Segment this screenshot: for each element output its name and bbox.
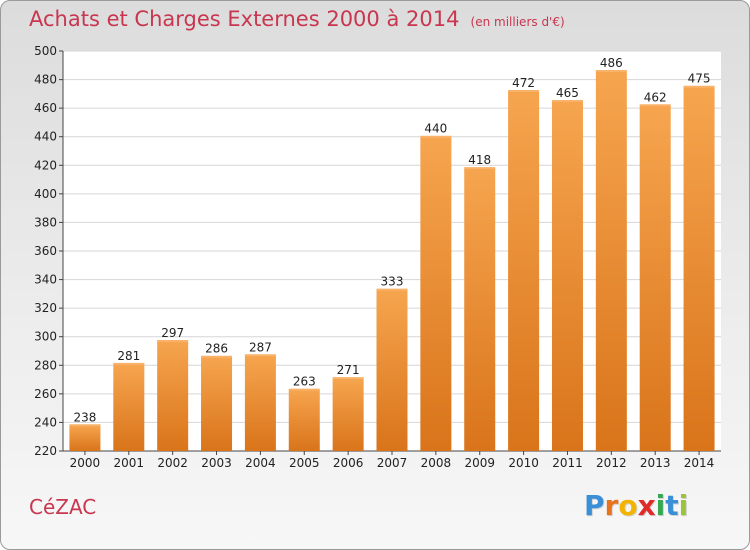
data-label: 465 [556, 86, 579, 100]
bar [376, 289, 408, 451]
y-tick-label: 420 [34, 158, 57, 172]
x-tick-label: 2001 [114, 456, 145, 470]
bar [288, 389, 320, 451]
x-tick-label: 2007 [377, 456, 408, 470]
data-label: 333 [381, 275, 404, 289]
y-tick-label: 280 [34, 358, 57, 372]
logo-letter: t [665, 489, 679, 522]
x-tick-label: 2011 [552, 456, 583, 470]
y-tick-label: 440 [34, 130, 57, 144]
bar [157, 341, 189, 451]
data-label: 287 [249, 340, 272, 354]
unit-text: (en milliers d'€) [470, 15, 565, 29]
logo-letter: P [584, 489, 605, 522]
y-tick-label: 260 [34, 387, 57, 401]
proxiti-logo: Proxiti [584, 489, 688, 522]
x-tick-label: 2003 [201, 456, 232, 470]
x-tick-label: 2004 [245, 456, 276, 470]
x-tick-label: 2012 [596, 456, 627, 470]
data-label: 271 [337, 363, 360, 377]
data-label: 475 [688, 72, 711, 86]
title-text: Achats et Charges Externes 2000 à 2014 [29, 7, 460, 31]
x-tick-label: 2014 [684, 456, 715, 470]
logo-letter: r [604, 489, 619, 522]
location-label: CéZAC [29, 495, 97, 519]
bar [683, 86, 715, 451]
y-tick-label: 240 [34, 415, 57, 429]
logo-letter: i [678, 489, 689, 522]
logo-letter: i [655, 489, 666, 522]
logo-letter: x [637, 489, 656, 522]
bar [420, 136, 452, 451]
bar [464, 168, 496, 451]
y-tick-label: 380 [34, 215, 57, 229]
x-tick-label: 2009 [464, 456, 495, 470]
bar [69, 425, 101, 451]
bar [595, 71, 627, 451]
bar [113, 363, 145, 451]
x-tick-label: 2008 [421, 456, 452, 470]
data-label: 418 [468, 153, 491, 167]
data-label: 440 [424, 122, 447, 136]
data-label: 238 [73, 410, 96, 424]
data-label: 297 [161, 326, 184, 340]
data-label: 281 [117, 349, 140, 363]
bar [201, 356, 233, 451]
y-tick-label: 480 [34, 73, 57, 87]
data-label: 286 [205, 342, 228, 356]
y-tick-label: 320 [34, 301, 57, 315]
data-label: 472 [512, 76, 535, 90]
logo-letter: o [618, 489, 638, 522]
bar [551, 101, 583, 451]
bar [639, 105, 671, 452]
data-label: 486 [600, 56, 623, 70]
bar [244, 355, 276, 451]
x-tick-label: 2013 [640, 456, 671, 470]
x-tick-label: 2000 [70, 456, 101, 470]
y-tick-label: 220 [34, 444, 57, 458]
data-label: 263 [293, 375, 316, 389]
bar [508, 91, 540, 451]
y-tick-label: 300 [34, 330, 57, 344]
y-tick-label: 460 [34, 101, 57, 115]
bar [332, 378, 364, 451]
x-tick-label: 2006 [333, 456, 364, 470]
x-tick-label: 2010 [508, 456, 539, 470]
y-tick-label: 400 [34, 187, 57, 201]
chart-title: Achats et Charges Externes 2000 à 2014 (… [29, 7, 565, 31]
x-tick-label: 2005 [289, 456, 320, 470]
y-tick-label: 500 [34, 44, 57, 58]
y-tick-label: 340 [34, 273, 57, 287]
data-label: 462 [644, 90, 667, 104]
y-tick-label: 360 [34, 244, 57, 258]
x-tick-label: 2002 [157, 456, 188, 470]
